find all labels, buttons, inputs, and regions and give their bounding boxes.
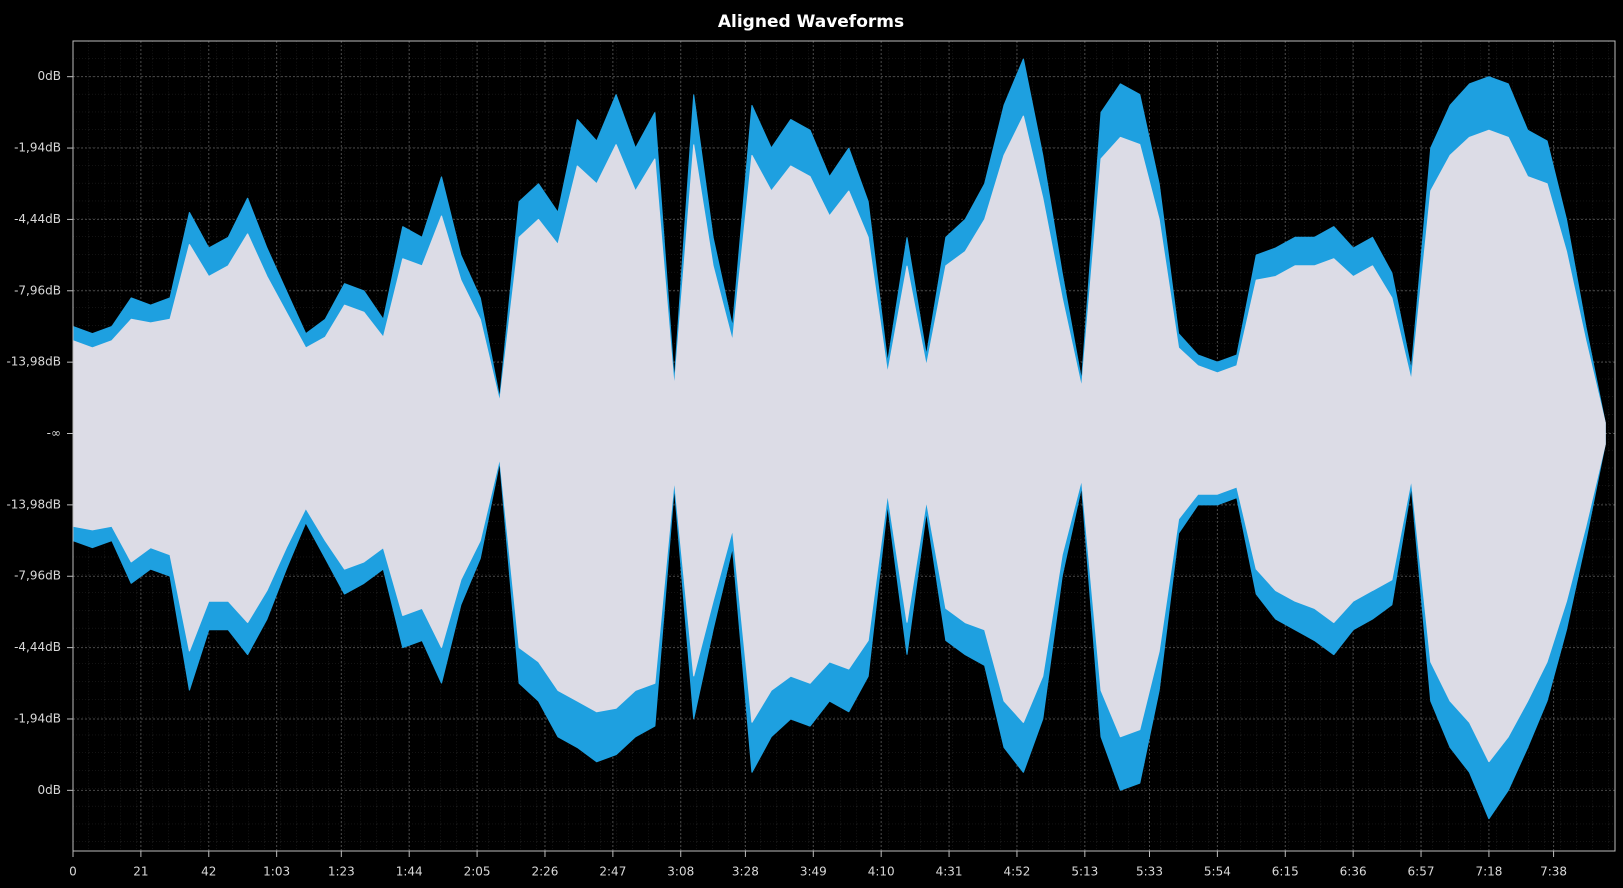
x-tick-label: 5:13 (1071, 865, 1098, 879)
y-tick-label: -1,94dB (14, 141, 61, 155)
x-tick-label: 4:52 (1003, 865, 1030, 879)
x-tick-label: 21 (133, 865, 148, 879)
y-tick-label: -13,98dB (6, 497, 61, 511)
plot-frame (72, 40, 1616, 852)
y-tick-label: 0dB (38, 783, 61, 797)
x-tick-label: 1:03 (263, 865, 290, 879)
x-tick-label: 6:36 (1340, 865, 1367, 879)
waveform-area (72, 115, 1606, 434)
x-tick-label: 1:44 (396, 865, 423, 879)
y-tick-label: -7,96dB (14, 569, 61, 583)
x-tick-label: 3:49 (800, 865, 827, 879)
x-tick-label: 0 (69, 865, 77, 879)
x-tick-label: 4:31 (936, 865, 963, 879)
y-tick-label: -13,98dB (6, 355, 61, 369)
x-tick-label: 1:23 (328, 865, 355, 879)
x-tick-label: 5:54 (1204, 865, 1231, 879)
x-tick-label: 5:33 (1136, 865, 1163, 879)
chart-title: Aligned Waveforms (718, 12, 904, 32)
x-tick-label: 2:05 (464, 865, 491, 879)
x-tick-label: 6:15 (1272, 865, 1299, 879)
mark-layer (72, 58, 1606, 820)
x-tick-label: 42 (201, 865, 216, 879)
y-tick-label: -1,94dB (14, 711, 61, 725)
x-tick-label: 6:57 (1408, 865, 1435, 879)
waveform-area (72, 433, 1606, 763)
x-tick-label: 7:38 (1540, 865, 1567, 879)
y-tick-label: -4,44dB (14, 640, 61, 654)
x-tick-label: 2:26 (531, 865, 558, 879)
label-layer: 0dB -1,94dB -4,44dB -7,96dB -13,98dB -∞ -13,98… (6, 69, 1567, 878)
y-tick-label: -∞ (47, 426, 61, 440)
y-tick-label: 0dB (38, 69, 61, 83)
y-tick-label: -7,96dB (14, 283, 61, 297)
y-tick-label: -4,44dB (14, 212, 61, 226)
x-tick-label: 2:47 (599, 865, 626, 879)
x-tick-label: 3:28 (732, 865, 759, 879)
x-tick-label: 4:10 (868, 865, 895, 879)
x-tick-label: 7:18 (1475, 865, 1502, 879)
x-tick-label: 3:08 (667, 865, 694, 879)
